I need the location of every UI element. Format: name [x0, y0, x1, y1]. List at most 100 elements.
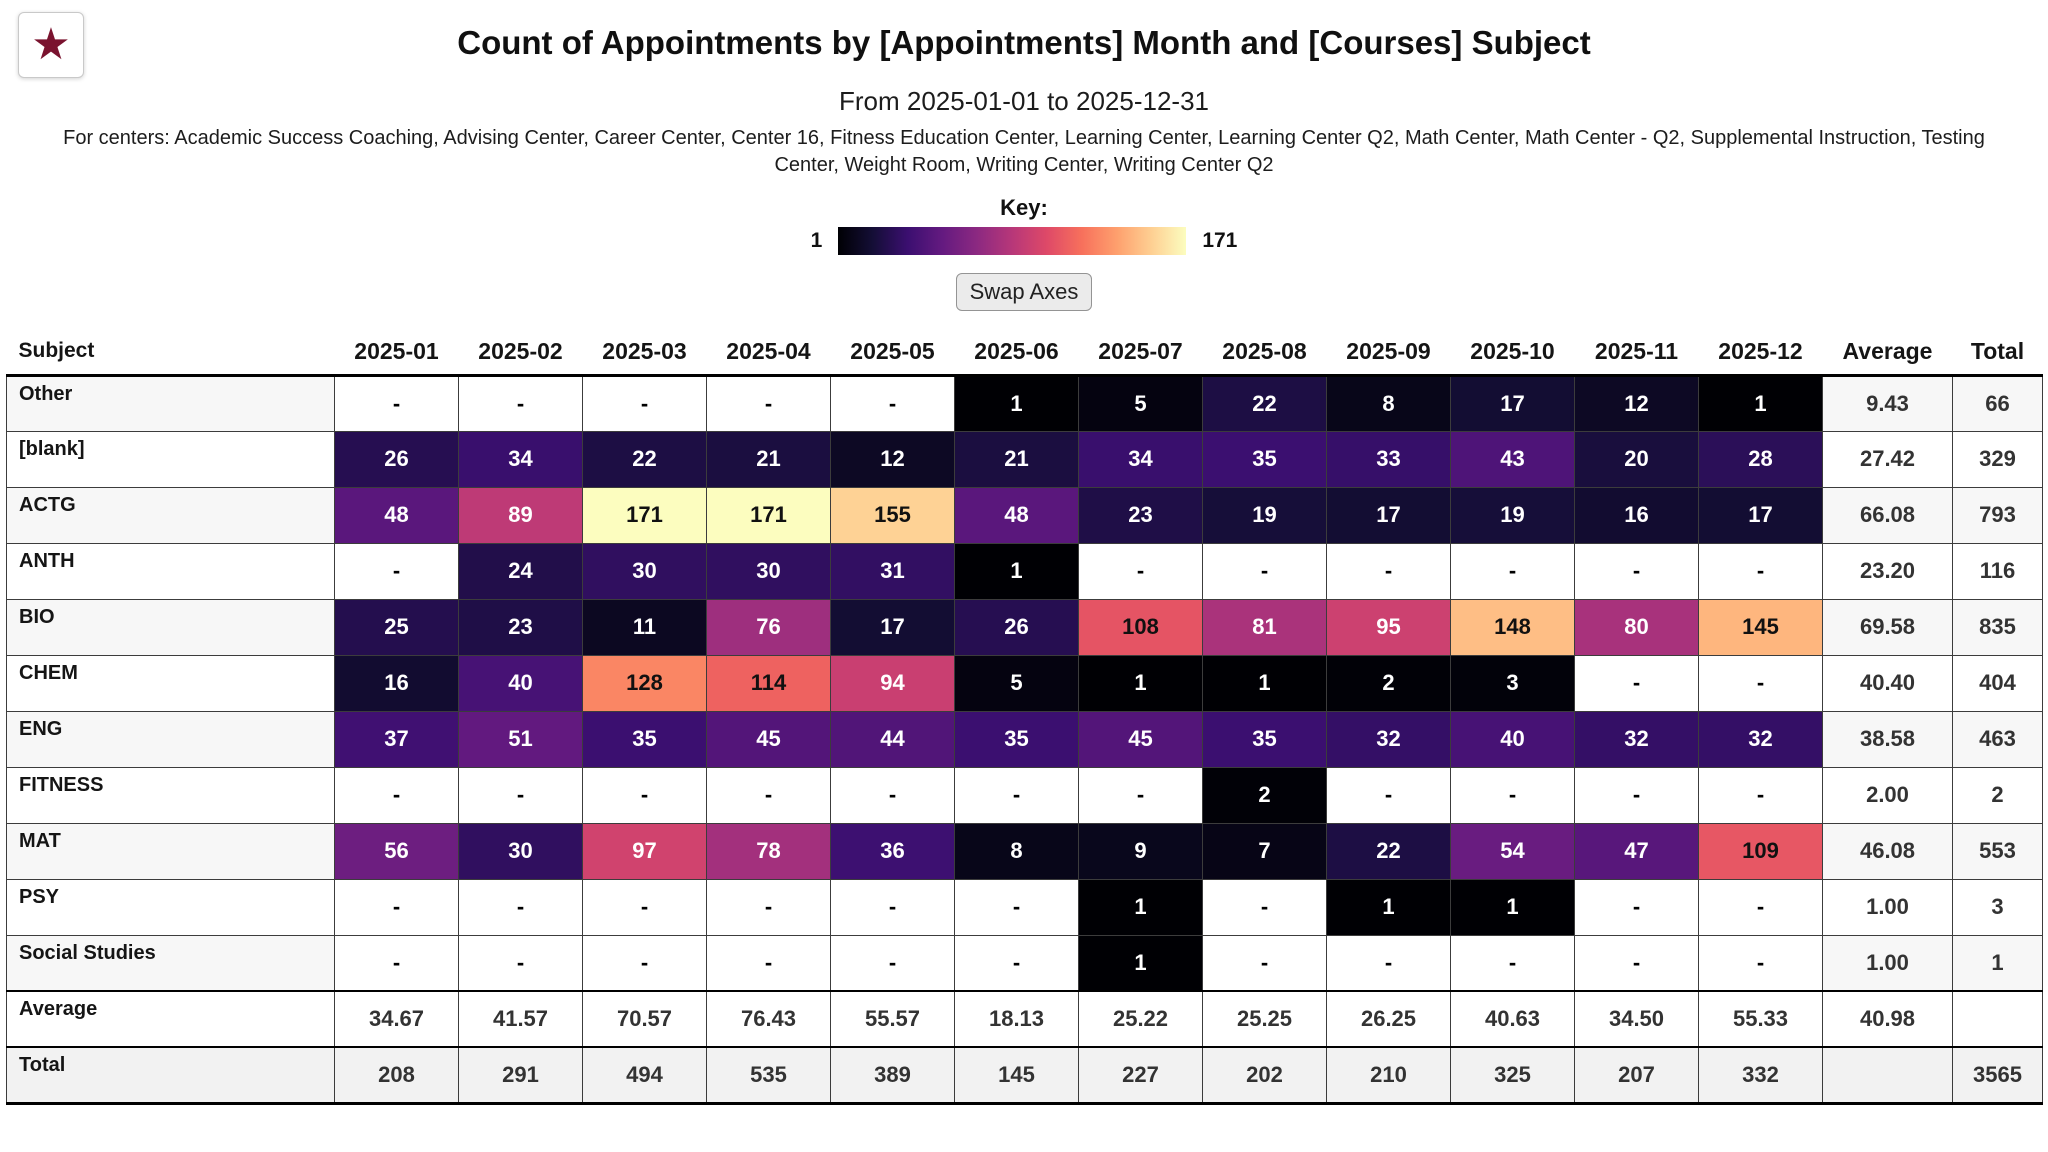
heatmap-cell: 17 — [1698, 486, 1823, 544]
heatmap-cell: 1 — [1202, 654, 1327, 712]
subject-row: ANTH -24 30 30 31 1- - - - - -23.20 116 — [6, 542, 2043, 600]
heatmap-cell: 20 — [1574, 430, 1699, 488]
heatmap-cell: 30 — [706, 542, 831, 600]
heatmap-cell: 145 — [1698, 598, 1823, 656]
row-label: ENG — [6, 710, 335, 768]
table-header-row: Subject 2025-01 2025-02 2025-03 2025-04 2025-… — [6, 329, 2043, 377]
heatmap-cell: - — [830, 878, 955, 936]
column-total-cell: 145 — [954, 1046, 1079, 1105]
col-header-month: 2025-01 — [334, 329, 459, 377]
heatmap-cell: 28 — [1698, 430, 1823, 488]
heatmap-cell: 30 — [582, 542, 707, 600]
page-title: Count of Appointments by [Appointments] … — [457, 24, 1591, 61]
heatmap-cell: - — [334, 878, 459, 936]
heatmap-cell: 30 — [458, 822, 583, 880]
col-header-month: 2025-07 — [1078, 329, 1203, 377]
column-average-cell: 34.67 — [334, 990, 459, 1048]
color-key: 1 171 — [0, 227, 2048, 255]
row-total-cell: 66 — [1952, 374, 2043, 432]
heatmap-cell: 40 — [458, 654, 583, 712]
subject-row: Social Studies - - - - - -1- - - - -1.00 1 — [6, 934, 2043, 992]
row-label: PSY — [6, 878, 335, 936]
favorite-button[interactable]: ★ — [18, 12, 84, 78]
subject-row: PSY - - - - - -1-1 1- -1.00 3 — [6, 878, 2043, 936]
column-average-cell: 41.57 — [458, 990, 583, 1048]
heatmap-cell: - — [830, 766, 955, 824]
heatmap-cell: - — [1450, 542, 1575, 600]
heatmap-cell: 1 — [1698, 374, 1823, 432]
column-average-cell: 40.63 — [1450, 990, 1575, 1048]
heatmap-cell: - — [1698, 934, 1823, 992]
heatmap-cell: 1 — [1450, 878, 1575, 936]
heatmap-cell: - — [334, 766, 459, 824]
heatmap-cell: 35 — [1202, 430, 1327, 488]
column-total-cell: 535 — [706, 1046, 831, 1105]
heatmap-cell: 9 — [1078, 822, 1203, 880]
subject-row: BIO 25 23 11 76 17 26 108 81 95 148 80 145 69.58 835 — [6, 598, 2043, 656]
heatmap-cell: 16 — [334, 654, 459, 712]
heatmap-cell: 35 — [954, 710, 1079, 768]
heatmap-cell: - — [1698, 878, 1823, 936]
heatmap-cell: 171 — [706, 486, 831, 544]
row-label: Social Studies — [6, 934, 335, 992]
heatmap-cell: 32 — [1574, 710, 1699, 768]
heatmap-cell: - — [1698, 542, 1823, 600]
row-label: ANTH — [6, 542, 335, 600]
swap-axes-button[interactable]: Swap Axes — [955, 273, 1093, 311]
row-label: Average — [6, 990, 335, 1048]
heatmap-cell: 8 — [954, 822, 1079, 880]
row-average-cell: 40.40 — [1822, 654, 1953, 712]
col-header-total: Total — [1952, 329, 2043, 377]
column-average-cell: 25.25 — [1202, 990, 1327, 1048]
heatmap-cell: 23 — [1078, 486, 1203, 544]
heatmap-cell: 54 — [1450, 822, 1575, 880]
heatmap-cell: 21 — [706, 430, 831, 488]
heatmap-cell: 81 — [1202, 598, 1327, 656]
column-average-cell: 34.50 — [1574, 990, 1699, 1048]
column-total-cell: 291 — [458, 1046, 583, 1105]
heatmap-cell: - — [1326, 766, 1451, 824]
heatmap-cell: 80 — [1574, 598, 1699, 656]
heatmap-cell: 78 — [706, 822, 831, 880]
row-total-cell: 793 — [1952, 486, 2043, 544]
heatmap-cell: - — [582, 374, 707, 432]
col-header-month: 2025-11 — [1574, 329, 1699, 377]
row-label: FITNESS — [6, 766, 335, 824]
heatmap-cell: - — [458, 934, 583, 992]
heatmap-cell: - — [458, 374, 583, 432]
empty-cell — [1952, 990, 2043, 1048]
column-average-cell: 18.13 — [954, 990, 1079, 1048]
row-label: Total — [6, 1046, 335, 1105]
col-header-month: 2025-09 — [1326, 329, 1451, 377]
heatmap-cell: 5 — [954, 654, 1079, 712]
subject-row: CHEM 16 40 128 114 94 5 1 1 2 3- -40.40 404 — [6, 654, 2043, 712]
overall-average-cell: 40.98 — [1822, 990, 1953, 1048]
column-total-cell: 207 — [1574, 1046, 1699, 1105]
heatmap-cell: - — [1326, 934, 1451, 992]
heatmap-cell: - — [582, 934, 707, 992]
heatmap-cell: 94 — [830, 654, 955, 712]
heatmap-cell: - — [1450, 766, 1575, 824]
heatmap-cell: 2 — [1326, 654, 1451, 712]
heatmap-cell: 37 — [334, 710, 459, 768]
heatmap-cell: 24 — [458, 542, 583, 600]
row-label: BIO — [6, 598, 335, 656]
column-total-cell: 325 — [1450, 1046, 1575, 1105]
subject-row: ENG 37 51 35 45 44 35 45 35 32 40 32 32 38.58 463 — [6, 710, 2043, 768]
col-header-month: 2025-05 — [830, 329, 955, 377]
total-row: Total 208 291 494 535 389 145 227 202 210 325 207 33… — [6, 1046, 2043, 1105]
date-range: From 2025-01-01 to 2025-12-31 — [838, 86, 1209, 116]
heatmap-cell: 35 — [1202, 710, 1327, 768]
row-total-cell: 463 — [1952, 710, 2043, 768]
row-average-cell: 27.42 — [1822, 430, 1953, 488]
row-total-cell: 1 — [1952, 934, 2043, 992]
col-header-month: 2025-10 — [1450, 329, 1575, 377]
column-total-cell: 389 — [830, 1046, 955, 1105]
column-average-cell: 25.22 — [1078, 990, 1203, 1048]
table-body: Other - - - - -1 5 22 8 17 12 1 9.43 66 [blank] 26 34 22 2… — [6, 374, 2043, 1105]
col-header-average: Average — [1822, 329, 1953, 377]
heatmap-cell: - — [458, 878, 583, 936]
heatmap-cell: 51 — [458, 710, 583, 768]
heatmap-cell: - — [830, 374, 955, 432]
heatmap-cell: 17 — [1450, 374, 1575, 432]
